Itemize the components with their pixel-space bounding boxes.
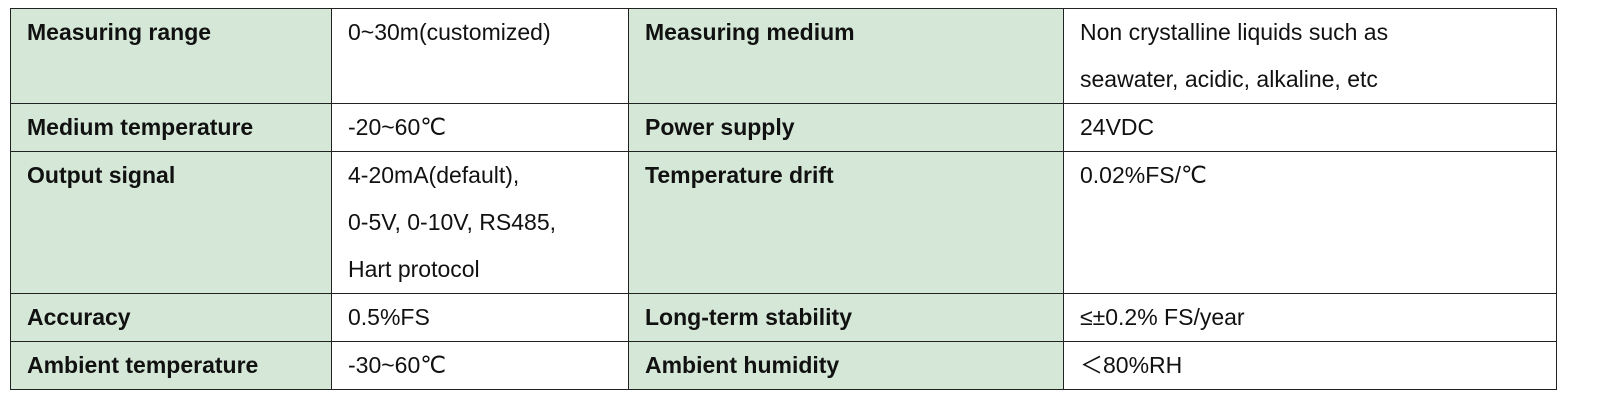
label-cell: Measuring medium <box>628 8 1064 104</box>
value-cell: 0.02%FS/℃ <box>1063 151 1557 294</box>
cell-line: 4-20mA(default), <box>348 162 520 188</box>
table-row: Accuracy 0.5%FS Long-term stability ≤±0.2% … <box>10 293 1557 342</box>
value-cell: 0.5%FS <box>331 293 629 342</box>
label-cell: Medium temperature <box>10 103 332 152</box>
value-cell: -30~60℃ <box>331 341 629 390</box>
cell-line: seawater, acidic, alkaline, etc <box>1080 66 1378 92</box>
value-cell: 24VDC <box>1063 103 1557 152</box>
value-cell: 0~30m(customized) <box>331 8 629 104</box>
spec-table-body: Measuring range 0~30m(customized) Measurin… <box>10 8 1557 390</box>
table-row: Measuring range 0~30m(customized) Measurin… <box>10 8 1557 104</box>
table-row: Medium temperature -20~60℃ Power supply 24V… <box>10 103 1557 152</box>
spec-table: Measuring range 0~30m(customized) Measurin… <box>10 8 1557 390</box>
label-cell: Ambient humidity <box>628 341 1064 390</box>
label-cell: Ambient temperature <box>10 341 332 390</box>
label-cell: Temperature drift <box>628 151 1064 294</box>
cell-line: Hart protocol <box>348 256 480 282</box>
value-cell: 4-20mA(default), 0-5V, 0-10V, RS485, Hart … <box>331 151 629 294</box>
value-cell: ＜80%RH <box>1063 341 1557 390</box>
label-cell: Accuracy <box>10 293 332 342</box>
value-cell: -20~60℃ <box>331 103 629 152</box>
label-cell: Long-term stability <box>628 293 1064 342</box>
label-cell: Measuring range <box>10 8 332 104</box>
label-cell: Power supply <box>628 103 1064 152</box>
value-cell: Non crystalline liquids such as seawater,… <box>1063 8 1557 104</box>
table-row: Output signal 4-20mA(default), 0-5V, 0-10V… <box>10 151 1557 294</box>
cell-line: Non crystalline liquids such as <box>1080 19 1389 45</box>
value-cell: ≤±0.2% FS/year <box>1063 293 1557 342</box>
cell-line: 0-5V, 0-10V, RS485, <box>348 209 557 235</box>
table-row: Ambient temperature -30~60℃ Ambient humidi… <box>10 341 1557 390</box>
label-cell: Output signal <box>10 151 332 294</box>
